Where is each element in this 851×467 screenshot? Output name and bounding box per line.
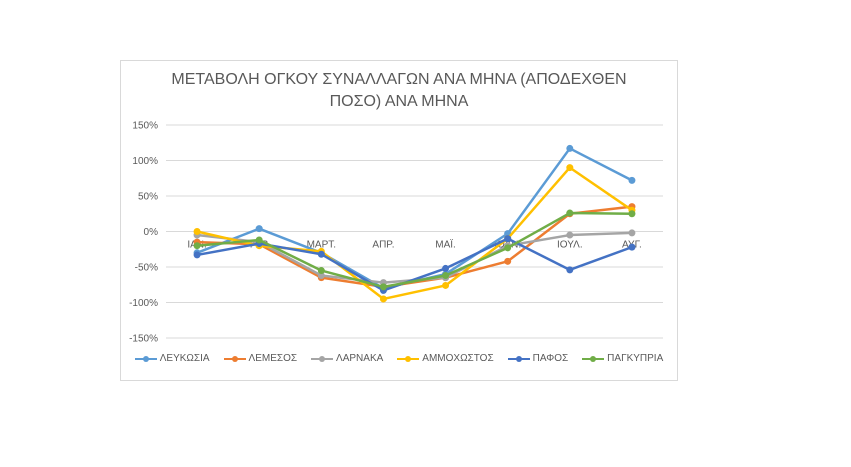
data-point (442, 272, 450, 280)
series-line-3 (196, 166, 633, 301)
series-line-5 (196, 211, 632, 289)
data-point (566, 164, 574, 172)
legend-swatch-icon (311, 355, 334, 362)
x-tick-label: ΙΟΥΛ. (557, 240, 583, 251)
legend-item: ΠΑΦΟΣ (507, 353, 569, 364)
legend-label: ΛΕΜΕΣΟΣ (248, 353, 298, 364)
data-point (317, 250, 325, 258)
data-point (379, 295, 387, 303)
data-point (193, 251, 201, 259)
data-point (379, 283, 387, 291)
legend-label: ΠΑΓΚΥΠΡΙΑ (607, 353, 664, 364)
data-point (193, 228, 201, 235)
y-tick-label: 150% (132, 121, 158, 132)
legend-item: ΑΜΜΟΧΩΣΤΟΣ (397, 353, 494, 364)
data-point (504, 257, 512, 265)
data-point (566, 231, 574, 239)
legend-item: ΛΑΡΝΑΚΑ (311, 353, 383, 364)
legend-item: ΛΕΥΚΩΣΙΑ (134, 353, 210, 364)
data-point (566, 209, 574, 217)
x-tick-label: ΑΠΡ. (372, 240, 394, 251)
legend-label: ΠΑΦΟΣ (532, 353, 569, 364)
y-tick-label: -150% (129, 334, 158, 345)
x-tick-label: ΜΑΪ. (435, 239, 456, 251)
data-point (255, 236, 263, 244)
data-point (442, 264, 450, 272)
chart-title: ΜΕΤΑΒΟΛΗ ΟΓΚΟΥ ΣΥΝΑΛΛΑΓΩΝ ΑΝΑ ΜΗΝΑ (ΑΠΟΔ… (121, 69, 677, 113)
legend-item: ΠΑΓΚΥΠΡΙΑ (582, 353, 663, 364)
y-tick-label: 50% (138, 192, 158, 203)
chart-title-line-1: ΜΕΤΑΒΟΛΗ ΟΓΚΟΥ ΣΥΝΑΛΛΑΓΩΝ ΑΝΑ ΜΗΝΑ (ΑΠΟΔ… (171, 71, 627, 88)
chart-title-line-2: ΠΟΣΟ) ΑΝΑ ΜΗΝΑ (329, 93, 469, 110)
legend-label: ΛΑΡΝΑΚΑ (336, 353, 384, 364)
legend-swatch-icon (134, 355, 157, 362)
data-point (566, 266, 574, 274)
y-tick-label: 100% (132, 156, 158, 167)
legend-swatch-icon (223, 355, 246, 362)
data-point (317, 267, 325, 275)
data-point (628, 243, 636, 251)
legend-swatch-icon (507, 355, 530, 362)
legend-label: ΑΜΜΟΧΩΣΤΟΣ (422, 353, 494, 364)
y-tick-label: 0% (144, 227, 159, 238)
data-point (628, 210, 636, 218)
data-point (255, 225, 263, 233)
x-tick-label: ΜΑΡΤ. (307, 240, 336, 251)
legend: ΛΕΥΚΩΣΙΑ ΛΕΜΕΣΟΣ ΛΑΡΝΑΚΑ ΑΜΜΟΧΩΣΤΟΣ ΠΑΦΟΣ ΠΑΓ… (121, 353, 677, 364)
data-point (628, 229, 636, 237)
chart-area: ΜΕΤΑΒΟΛΗ ΟΓΚΟΥ ΣΥΝΑΛΛΑΓΩΝ ΑΝΑ ΜΗΝΑ (ΑΠΟΔ… (120, 60, 678, 381)
data-point (628, 176, 636, 184)
legend-item: ΛΕΜΕΣΟΣ (223, 353, 298, 364)
data-point (504, 244, 512, 252)
y-tick-label: -50% (135, 263, 158, 274)
plot-area: 150%100%50%0%-50%-100%-150%ΙΑΝ.ΦΕΒ.ΜΑΡΤ.… (129, 121, 663, 345)
legend-swatch-icon (397, 355, 420, 362)
data-point (317, 272, 325, 280)
data-point (442, 281, 450, 289)
data-point (566, 144, 574, 152)
legend-swatch-icon (582, 355, 605, 362)
data-point (504, 235, 512, 243)
legend-label: ΛΕΥΚΩΣΙΑ (159, 353, 210, 364)
data-point (193, 242, 201, 250)
y-tick-label: -100% (129, 298, 158, 309)
